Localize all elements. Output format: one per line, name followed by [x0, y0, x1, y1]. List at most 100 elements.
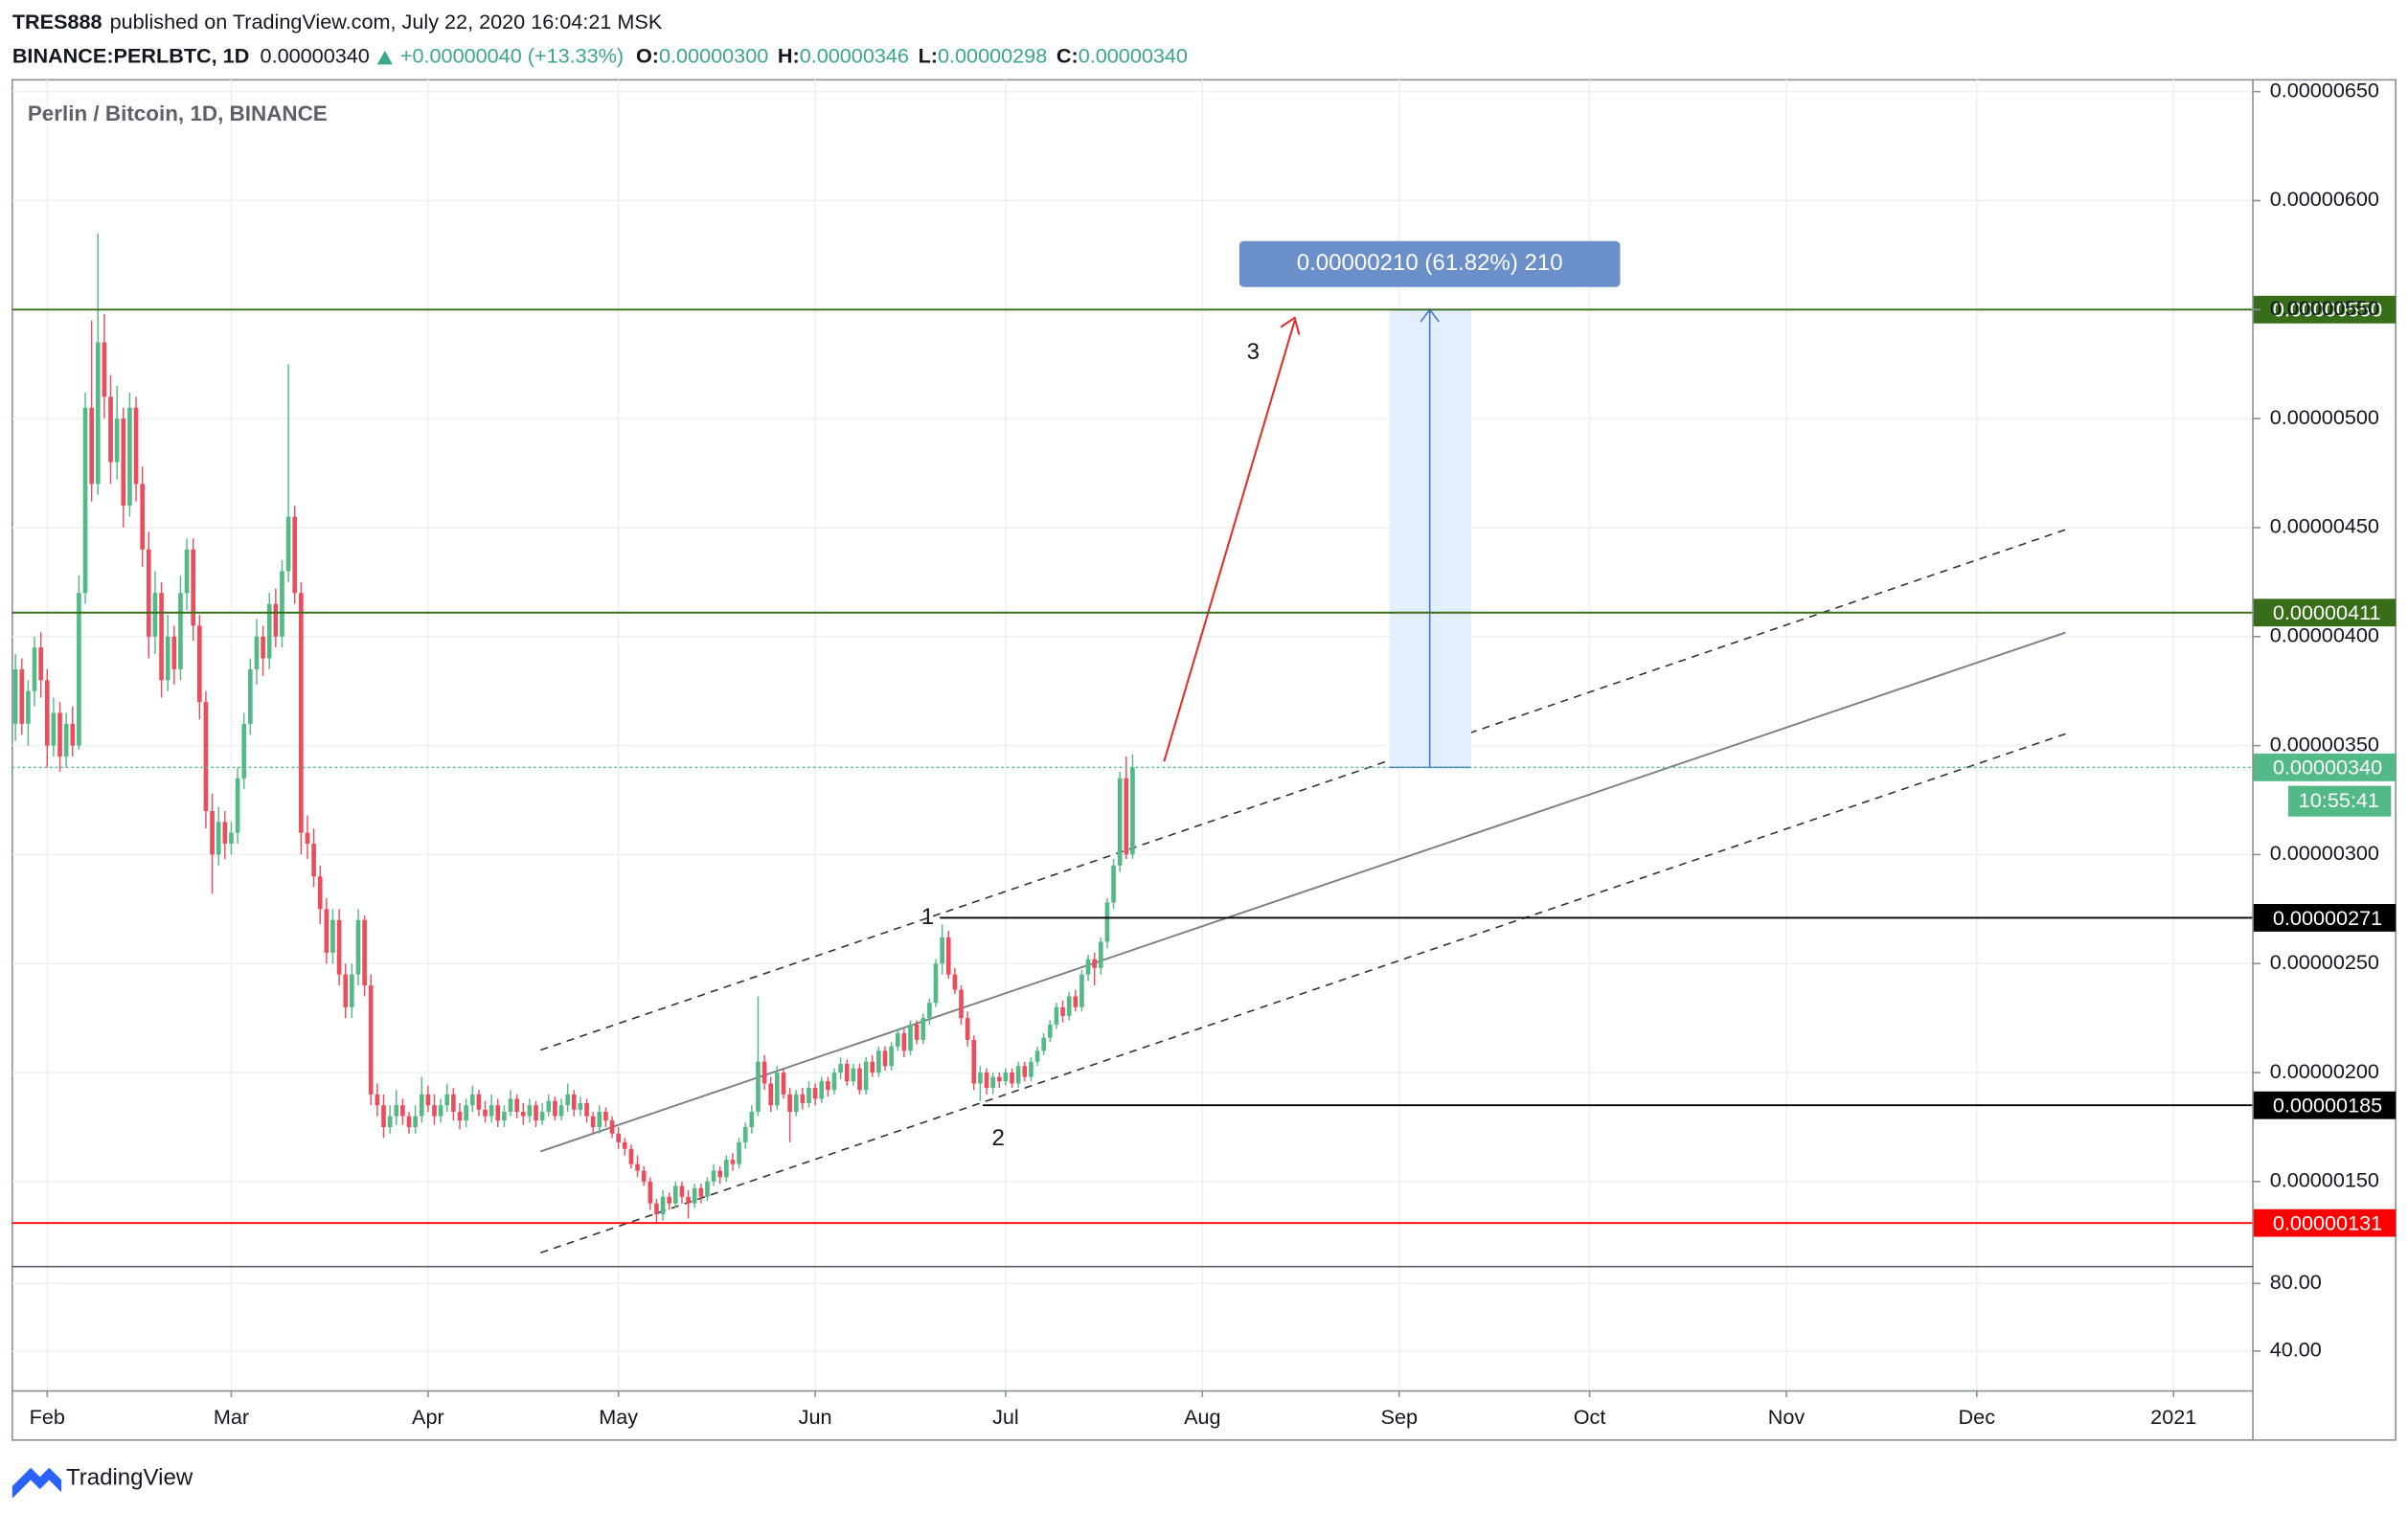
candle-body	[32, 647, 37, 691]
candle-body	[38, 647, 43, 681]
candle-body	[1047, 1024, 1053, 1038]
candle-body	[1079, 974, 1084, 1007]
candle-body	[990, 1076, 995, 1089]
candle-body	[140, 484, 145, 550]
candle-body	[1003, 1073, 1009, 1082]
candle-body	[965, 1018, 970, 1040]
y-tick-label: 0.00000500	[2270, 405, 2379, 429]
candle-body	[756, 1061, 761, 1113]
candle-body	[248, 668, 253, 724]
candle-body	[527, 1105, 533, 1117]
candle-body	[444, 1094, 450, 1106]
candle-body	[222, 822, 228, 845]
candle-body	[927, 1003, 932, 1019]
y-tick-label: 0.00000200	[2270, 1059, 2379, 1083]
candle-body	[419, 1094, 424, 1117]
price-tag-label: 0.00000131	[2273, 1210, 2382, 1234]
candle-body	[553, 1100, 557, 1117]
candle-body	[133, 407, 139, 485]
price-tag	[2253, 1091, 2397, 1119]
candle-body	[761, 1061, 767, 1084]
candle-body	[647, 1181, 653, 1204]
candle-body	[317, 876, 323, 910]
candle-body	[717, 1170, 723, 1178]
candle-body	[146, 549, 151, 637]
candle-body	[838, 1063, 843, 1073]
candle-body	[945, 937, 951, 975]
candle-body	[19, 668, 25, 724]
countdown-tag	[2287, 785, 2392, 817]
candle-body	[1041, 1037, 1046, 1051]
ohlc-label: C:	[1056, 43, 1079, 67]
candle-body	[229, 832, 234, 845]
channel-mid	[540, 631, 2066, 1153]
candle-body	[336, 919, 342, 975]
candle-body	[603, 1112, 608, 1121]
candle-body	[901, 1033, 907, 1051]
price-tag-label: 0.00000185	[2273, 1094, 2382, 1118]
candle-body	[768, 1083, 774, 1106]
candle-body	[44, 680, 50, 746]
candle-body	[1010, 1073, 1014, 1084]
candle-body	[705, 1181, 710, 1197]
candle-body	[876, 1050, 881, 1073]
candle-body	[546, 1100, 552, 1113]
last: 0.00000340	[261, 43, 370, 67]
candle-body	[108, 396, 113, 463]
candle-body	[127, 407, 132, 507]
candle-body	[857, 1068, 862, 1091]
candle-body	[89, 407, 94, 485]
change-arrow	[376, 50, 393, 65]
candle-body	[299, 593, 304, 833]
price-tag	[2253, 1208, 2397, 1237]
y-tick-label: 0.00000550	[2270, 296, 2379, 320]
candle-body	[806, 1088, 811, 1103]
candle-body	[375, 1094, 380, 1106]
candle-body	[571, 1094, 577, 1110]
candle-body	[292, 516, 298, 594]
candle-body	[1034, 1050, 1040, 1062]
candle-body	[863, 1061, 869, 1091]
candle-body	[469, 1094, 475, 1106]
candle-body	[971, 1039, 977, 1084]
candle-body	[920, 1018, 926, 1040]
candle-body	[355, 919, 361, 975]
price-tag-label: 0.00000550	[2273, 298, 2382, 322]
candle-body	[660, 1196, 666, 1215]
candle-body	[1022, 1066, 1028, 1077]
y-tick-label: 0.00000400	[2270, 622, 2379, 646]
candle-body	[70, 723, 76, 746]
target-arrow	[1163, 320, 1296, 762]
candle-body	[737, 1141, 741, 1164]
logo: TradingView	[11, 1464, 193, 1499]
candle-body	[203, 702, 209, 811]
candle-body	[781, 1073, 786, 1095]
candle-body	[609, 1120, 615, 1134]
candle-body	[686, 1196, 691, 1204]
volume-tick-label: 40.00	[2270, 1338, 2322, 1362]
candle-body	[914, 1024, 920, 1040]
candle-body	[1073, 996, 1079, 1007]
candle-body	[254, 636, 260, 669]
chart-title: Perlin / Bitcoin, 1D, BINANCE	[28, 102, 328, 125]
candle-body	[882, 1050, 888, 1067]
x-tick-label: Dec	[1959, 1405, 1996, 1429]
candle-body	[495, 1105, 501, 1121]
candle-body	[57, 712, 62, 756]
candle-body	[114, 418, 120, 463]
ohlc-label: L:	[919, 43, 938, 67]
price-tag	[2253, 598, 2397, 627]
candle-body	[343, 974, 349, 1007]
candle-body	[812, 1088, 818, 1099]
price-tag-label: 0.00000271	[2273, 906, 2382, 930]
price-tag	[2253, 295, 2397, 324]
candle-body	[565, 1094, 570, 1106]
candle-body	[635, 1163, 640, 1171]
candle-body	[171, 636, 177, 669]
candle-body	[77, 593, 81, 746]
x-tick-label: Apr	[412, 1405, 444, 1429]
logo-icon	[11, 1467, 62, 1499]
candle-body	[102, 342, 107, 397]
